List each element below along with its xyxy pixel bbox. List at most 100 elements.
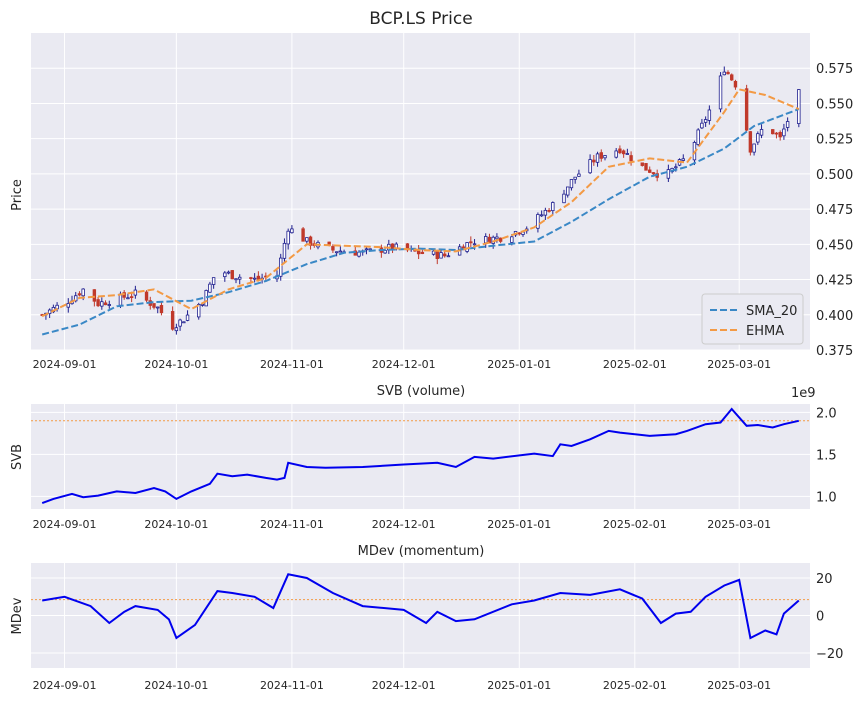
- candle-body: [782, 128, 786, 137]
- candle-body: [722, 71, 726, 76]
- candle-body: [621, 150, 626, 155]
- candle-body: [204, 290, 208, 307]
- candle-body: [595, 153, 600, 163]
- legend-sma-label: SMA_20: [746, 304, 797, 319]
- x-tick-label: 2024-11-01: [260, 679, 324, 692]
- candle-body: [748, 131, 753, 153]
- mdev-title: MDev (momentum): [358, 544, 485, 559]
- candle-body: [592, 159, 596, 163]
- candle-body: [588, 159, 592, 174]
- x-tick-label: 2025-01-01: [487, 358, 551, 371]
- x-tick-label: 2024-10-01: [144, 358, 208, 371]
- legend-box: [701, 293, 804, 345]
- x-tick-label: 2024-11-01: [260, 518, 324, 531]
- price-panel: BCP.LS Price 2024-09-01 2024-10-01 2024-11…: [10, 9, 853, 371]
- candle-body: [543, 209, 548, 216]
- candle-body: [443, 253, 447, 257]
- legend-ehma-label: EHMA: [746, 324, 784, 339]
- y-tick-label: 0.400: [816, 309, 853, 324]
- candle-body: [357, 251, 361, 257]
- candle-body: [618, 148, 622, 154]
- candle-body: [103, 302, 108, 306]
- candle-body: [81, 288, 85, 297]
- candle-body: [498, 237, 503, 242]
- candle-body: [644, 163, 648, 171]
- x-tick-label: 2025-01-01: [487, 679, 551, 692]
- candle-body: [77, 293, 82, 296]
- candle-body: [599, 152, 603, 159]
- candle-body: [771, 129, 775, 135]
- mdev-ylabel: MDev: [10, 597, 25, 634]
- x-tick-label: 2024-09-01: [33, 358, 97, 371]
- price-x-tick-labels: 2024-09-01 2024-10-01 2024-11-01 2024-12-01…: [33, 358, 772, 371]
- candle-body: [446, 255, 451, 258]
- candle-body: [700, 122, 704, 129]
- sma-20-line: [41, 108, 800, 336]
- candle-body: [774, 132, 779, 135]
- svb-offset-label: 1e9: [791, 386, 816, 401]
- y-tick-label: 0.575: [816, 62, 853, 77]
- price-grid: [31, 33, 810, 351]
- candle-body: [100, 301, 104, 307]
- x-tick-label: 2024-09-01: [33, 518, 97, 531]
- candle-body: [718, 75, 723, 110]
- x-tick-label: 2024-12-01: [372, 679, 436, 692]
- candle-body: [211, 277, 216, 285]
- candle-body: [226, 271, 231, 274]
- candle-body: [331, 246, 335, 251]
- y-tick-label: 2.0: [816, 406, 837, 421]
- candle-body: [197, 304, 201, 318]
- candle-body: [472, 243, 477, 246]
- y-tick-label: 0: [816, 610, 824, 625]
- candle-body: [144, 291, 149, 301]
- candle-body: [510, 236, 514, 243]
- x-tick-label: 2024-12-01: [372, 518, 436, 531]
- mdev-line: [42, 573, 800, 640]
- x-tick-label: 2024-10-01: [144, 518, 208, 531]
- svb-line: [41, 407, 800, 505]
- x-tick-label: 2024-10-01: [144, 679, 208, 692]
- y-tick-label: 0.550: [816, 97, 853, 112]
- candle-body: [756, 133, 760, 143]
- candle-body: [726, 71, 730, 75]
- candle-body: [368, 248, 372, 251]
- y-tick-label: 0.525: [816, 133, 853, 148]
- candle-body: [185, 314, 190, 321]
- candle-body: [539, 214, 544, 217]
- candle-body: [208, 283, 212, 293]
- candle-body: [640, 162, 644, 166]
- price-y-tick-labels: 0.375 0.400 0.425 0.450 0.475 0.500 0.525 0.550…: [816, 62, 853, 359]
- x-tick-label: 2025-03-01: [707, 358, 771, 371]
- candle-body: [182, 321, 186, 324]
- y-tick-label: 1.0: [816, 490, 837, 505]
- candle-body: [733, 80, 738, 88]
- candle-body: [625, 153, 630, 155]
- candle-body: [681, 158, 685, 161]
- candle-body: [569, 179, 574, 189]
- svb-panel: SVB (volume) 1e9 2024-09-01 2024-10-01 202…: [10, 384, 837, 531]
- candle-body: [156, 306, 160, 309]
- price-legend: SMA_20 EHMA: [701, 293, 804, 345]
- candle-body: [301, 228, 305, 242]
- candle-body: [256, 275, 261, 280]
- candle-body: [562, 193, 566, 204]
- svb-plot-area: [31, 404, 810, 509]
- candle-body: [282, 242, 287, 259]
- candle-body: [469, 241, 473, 244]
- candle-body: [174, 327, 179, 332]
- price-plot-area: [31, 33, 810, 350]
- y-tick-label: 0.475: [816, 203, 853, 218]
- candle-body: [465, 242, 469, 252]
- x-tick-label: 2025-03-01: [707, 518, 771, 531]
- candle-body: [648, 169, 652, 173]
- x-tick-label: 2024-12-01: [372, 358, 436, 371]
- candle-body: [238, 276, 242, 280]
- svb-y-tick-labels: 1.0 1.5 2.0: [816, 406, 837, 505]
- candle-body: [170, 311, 175, 330]
- candle-body: [200, 303, 205, 306]
- candle-body: [603, 155, 607, 159]
- candle-body: [178, 319, 182, 327]
- candle-body: [92, 289, 97, 302]
- x-tick-label: 2025-03-01: [707, 679, 771, 692]
- x-tick-label: 2025-02-01: [603, 358, 667, 371]
